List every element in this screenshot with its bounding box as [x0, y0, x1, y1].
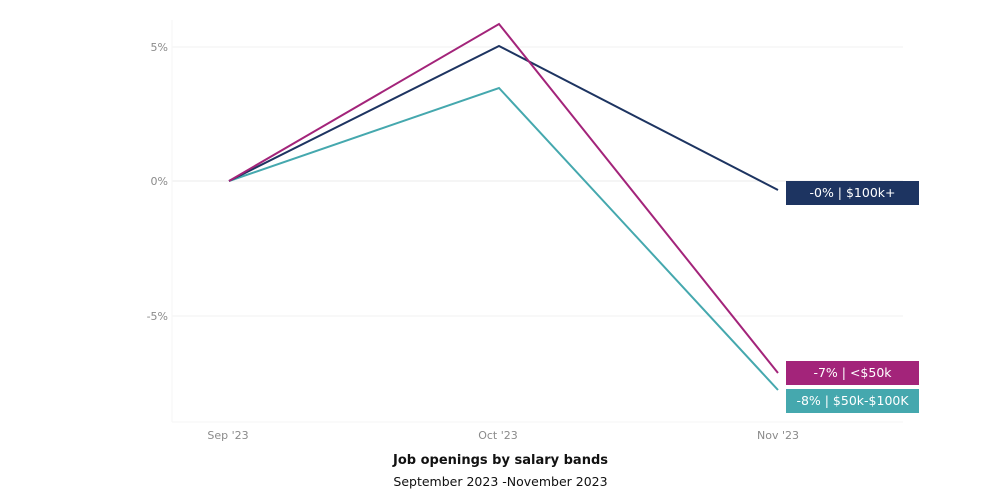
chart-subtitle: September 2023 -November 2023: [393, 474, 608, 489]
series-line-under-50k: [228, 22, 779, 374]
end-label-50k-100k: -8% | $50k-$100K: [786, 389, 919, 413]
y-tick-neg5: -5%: [147, 310, 168, 323]
series-line-100k-plus: [228, 44, 779, 191]
end-label-100k-plus: -0% | $100k+: [786, 181, 919, 205]
chart-title: Job openings by salary bands: [392, 453, 609, 468]
y-tick-0: 0%: [151, 175, 168, 188]
x-tick-nov: Nov '23: [757, 429, 799, 442]
x-tick-sep: Sep '23: [207, 429, 248, 442]
x-tick-oct: Oct '23: [478, 429, 518, 442]
y-tick-5: 5%: [151, 41, 168, 54]
end-label-under-50k: -7% | <$50k: [786, 361, 919, 385]
series-line-50k-100k: [228, 86, 779, 391]
gridlines: [171, 20, 903, 423]
